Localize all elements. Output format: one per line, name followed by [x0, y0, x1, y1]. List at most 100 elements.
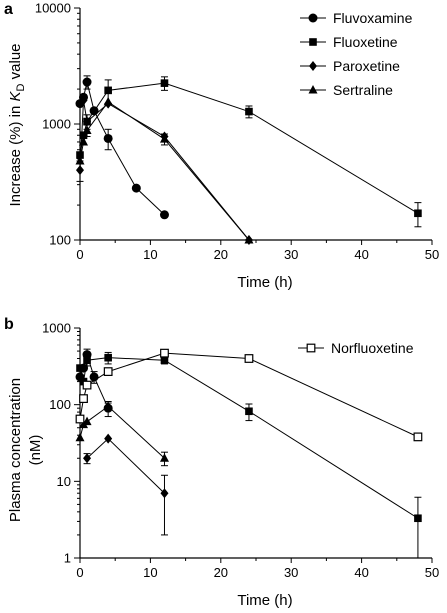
panel-label-a: a [4, 1, 13, 18]
y-axis-label-b-line1: Plasma concentration [7, 378, 24, 522]
x-tick-label-b: 40 [354, 565, 368, 580]
data-point [82, 125, 92, 134]
series-a-paroxetine [76, 95, 253, 245]
series-line-b-sertraline [79, 405, 165, 459]
series-a-fluoxetine [76, 76, 422, 228]
series-line-a-fluoxetine [79, 82, 419, 214]
series-b-fluoxetine [76, 351, 422, 559]
x-tick-label-b: 0 [76, 565, 83, 580]
series-line-a-paroxetine [79, 100, 250, 241]
y-axis-label-a: Increase (%) in KD value [7, 43, 27, 206]
legend-b: Norfluoxetine [298, 340, 414, 356]
chart-a: a Increase (%) in KD value Time (h) Fluv… [4, 1, 439, 292]
chart-b: b Plasma concentration (nM) Time (h) Nor… [4, 316, 439, 609]
x-tick-label-a: 40 [354, 247, 368, 262]
y-tick-label-a: 100 [49, 233, 71, 248]
legend-a: Fluvoxamine Fluoxetine Paroxetine Sertralin… [300, 10, 413, 98]
data-point [103, 96, 113, 106]
legend-label: Fluvoxamine [333, 10, 413, 26]
y-axis-label-b-line2: (nM) [27, 435, 44, 466]
x-tick-label-b: 50 [425, 565, 439, 580]
y-tick-label-a: 10000 [35, 1, 71, 16]
data-point [159, 210, 169, 220]
data-point [414, 514, 422, 523]
y-axis-label-a-sub: D [15, 83, 27, 91]
x-tick-label-b: 10 [143, 565, 157, 580]
legend-item-norfluoxetine: Norfluoxetine [298, 340, 414, 356]
y-tick-label-b: 1000 [42, 321, 71, 336]
data-point [82, 416, 92, 426]
data-point [104, 86, 112, 95]
x-tick-label-b: 20 [214, 565, 228, 580]
legend-marker [308, 85, 318, 94]
x-tick-label-b: 30 [284, 565, 298, 580]
data-point [76, 151, 84, 159]
legend-marker [308, 13, 318, 23]
y-axis-label-a-prefix: Increase (%) in [7, 101, 24, 206]
series-line-b-paroxetine [86, 437, 165, 494]
series-b-norfluoxetine [75, 348, 423, 442]
data-point [131, 183, 141, 193]
data-point [79, 136, 89, 146]
x-axis-label-a: Time (h) [237, 274, 292, 291]
data-point [103, 133, 113, 143]
data-point [414, 209, 422, 218]
data-point [75, 155, 85, 165]
x-tick-label-a: 10 [143, 247, 157, 262]
legend-label: Sertraline [333, 82, 393, 98]
series-a-sertraline [75, 96, 254, 244]
data-point [82, 77, 92, 87]
data-point [245, 407, 253, 416]
series-line-b-norfluoxetine [79, 352, 419, 438]
y-tick-label-b: 10 [57, 474, 71, 489]
x-tick-label-a: 0 [76, 247, 83, 262]
y-tick-label-a: 1000 [42, 117, 71, 132]
data-point [83, 453, 92, 464]
y-tick-label-b: 100 [49, 397, 71, 412]
data-point [83, 116, 92, 127]
data-point [75, 414, 85, 424]
legend-label: Norfluoxetine [331, 340, 414, 356]
data-point [244, 354, 254, 363]
data-point [79, 131, 88, 140]
y-tick-label-b: 1 [64, 551, 71, 566]
data-point [79, 394, 88, 403]
data-point [103, 367, 113, 376]
data-point [159, 134, 169, 143]
data-point [413, 432, 423, 442]
data-point [245, 107, 253, 116]
series-line-a-fluvoxamine [79, 81, 165, 216]
data-point [79, 95, 88, 106]
legend-item-sertraline: Sertraline [300, 82, 393, 98]
data-point [76, 165, 84, 176]
x-tick-label-a: 50 [425, 247, 439, 262]
x-tick-label-a: 20 [214, 247, 228, 262]
series-b-sertraline [75, 401, 169, 467]
legend-marker [309, 61, 317, 71]
data-point [160, 79, 169, 87]
y-axis-label-a-var: K [7, 90, 24, 101]
data-point [75, 432, 85, 442]
legend-label: Paroxetine [333, 58, 400, 74]
x-tick-label-a: 30 [284, 247, 298, 262]
legend-marker [306, 343, 316, 353]
data-point [104, 353, 112, 362]
data-point [160, 348, 169, 358]
legend-item-paroxetine: Paroxetine [300, 58, 400, 74]
data-point [83, 356, 91, 365]
legend-label: Fluoxetine [333, 34, 398, 50]
x-axis-label-b: Time (h) [237, 592, 292, 609]
data-point [103, 401, 113, 410]
legend-item-fluoxetine: Fluoxetine [300, 34, 398, 50]
legend-item-fluvoxamine: Fluvoxamine [300, 10, 413, 26]
data-point [244, 235, 254, 244]
panel-label-b: b [4, 316, 14, 333]
data-point [160, 356, 169, 365]
data-point [76, 364, 84, 372]
series-b-paroxetine [83, 433, 169, 536]
data-point [104, 433, 113, 444]
y-axis-label-a-suffix: value [7, 43, 24, 83]
data-point [160, 488, 169, 499]
series-line-b-fluoxetine [79, 357, 419, 519]
